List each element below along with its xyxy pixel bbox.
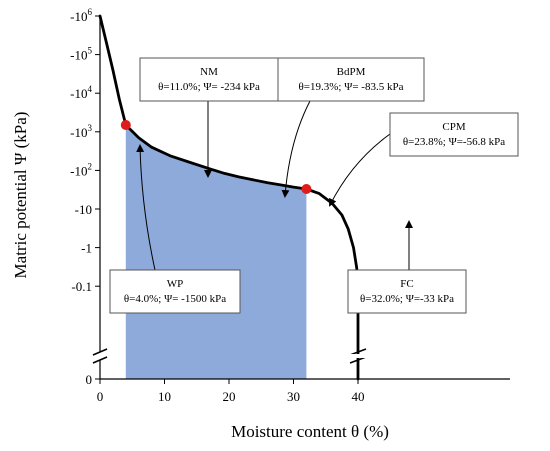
annotation-box-bdpm: BdPM θ=19.3%; Ψ= -83.5 kPa (277, 57, 425, 102)
annotation-box-nm: NM θ=11.0%; Ψ= -234 kPa (139, 57, 279, 102)
shaded-plant-available-water (125, 125, 307, 379)
x-tick-label: 30 (287, 389, 300, 404)
annotation-text: θ=23.8%; Ψ=-56.8 kPa (403, 136, 505, 148)
axes: 0 10 20 30 40 -106 -105 -104 -103 -102 -10 -1 -0.1 0 (70, 7, 510, 404)
points-layer (120, 120, 312, 194)
annotation-box-wp: WP θ=4.0%; Ψ= -1500 kPa (109, 269, 241, 314)
curve-break-gap (349, 354, 367, 358)
y-tick-label: -102 (70, 161, 92, 178)
annotation-title: BdPM (337, 66, 366, 78)
y-tick-label: 0 (86, 372, 93, 387)
arrow-bdpm (281, 100, 311, 198)
y-tick-label: -0.1 (71, 279, 92, 294)
annotation-text: θ=19.3%; Ψ= -83.5 kPa (299, 81, 404, 93)
y-tick-label: -10 (75, 202, 92, 217)
annotation-title: CPM (442, 121, 465, 133)
x-tick-label: 20 (223, 389, 236, 404)
annotation-box-fc: FC θ=32.0%; Ψ=-33 kPa (347, 269, 467, 314)
annotation-text: θ=4.0%; Ψ= -1500 kPa (124, 293, 226, 305)
annotation-boxes: NM θ=11.0%; Ψ= -234 kPa BdPM θ=19.3%; Ψ= -8… (109, 57, 519, 314)
arrow-cpm (329, 133, 391, 207)
y-axis-title: Matric potential Ψ (kPa) (11, 112, 30, 279)
annotation-text: θ=32.0%; Ψ=-33 kPa (360, 293, 454, 305)
y-axis-break-mark (92, 356, 108, 364)
annotation-title: FC (400, 278, 413, 290)
annotation-arrows (136, 100, 413, 271)
point-fc (301, 183, 312, 194)
annotation-text: θ=11.0%; Ψ= -234 kPa (158, 81, 260, 93)
y-tick-label: -106 (70, 7, 92, 24)
x-axis-title: Moisture content θ (%) (231, 422, 389, 441)
annotation-title: WP (167, 278, 184, 290)
y-tick-label: -105 (70, 46, 92, 63)
y-tick-label: -1 (81, 241, 92, 256)
annotation-title: NM (200, 66, 218, 78)
y-tick-label: -104 (70, 84, 92, 101)
point-wp (120, 120, 131, 131)
y-axis-break-mark (92, 348, 108, 356)
arrow-wp (136, 144, 156, 271)
x-tick-label: 10 (158, 389, 171, 404)
annotation-box-cpm: CPM θ=23.8%; Ψ=-56.8 kPa (389, 112, 519, 157)
x-tick-label: 0 (97, 389, 104, 404)
y-tick-label: -103 (70, 123, 92, 140)
x-tick-label: 40 (352, 389, 365, 404)
shaded-area-layer (125, 125, 307, 379)
